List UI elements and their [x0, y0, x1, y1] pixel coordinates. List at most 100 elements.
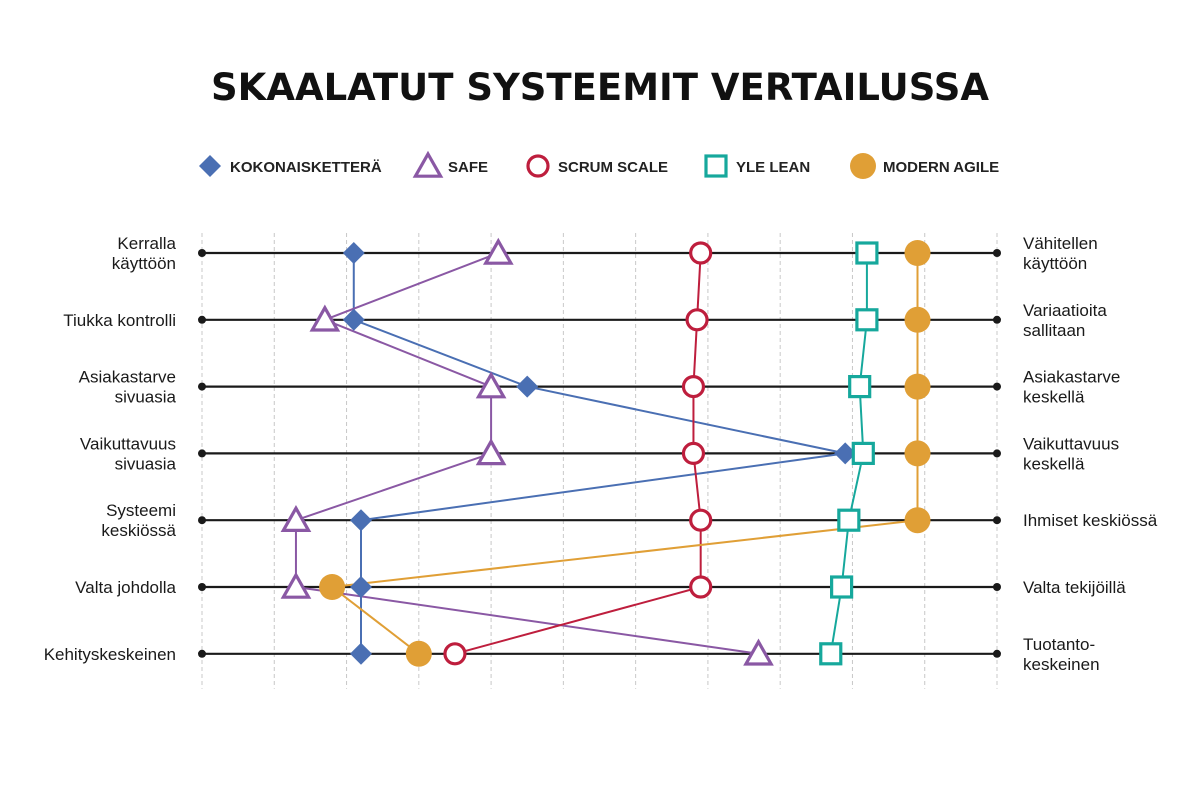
grid-layer — [201, 233, 998, 689]
row-label-right: Variaatioita sallitaan — [1023, 301, 1107, 340]
row-label-left: Kehityskeskeinen — [44, 645, 176, 664]
row-label-right: Vaikuttavuus keskellä — [1023, 434, 1119, 473]
data-point-series-2 — [743, 638, 774, 666]
legend-label-5: MODERN AGILE — [883, 159, 999, 176]
row-axis-endpoint — [198, 315, 206, 324]
legend-label-3: SCRUM SCALE — [558, 159, 668, 176]
row-axis-endpoint — [198, 516, 206, 525]
data-point-series-5 — [405, 640, 432, 667]
chart-title: SKAALATUT SYSTEEMIT VERTAILUSSA — [211, 66, 989, 109]
data-point-series-3 — [681, 375, 706, 399]
legend-marker-1 — [199, 155, 221, 177]
data-point-series-3 — [689, 575, 713, 599]
data-point-series-4 — [855, 308, 879, 332]
row-label-left-line: sivuasia — [115, 388, 177, 407]
row-axes — [198, 249, 1001, 658]
row-label-left-line: Vaikuttavuus — [80, 434, 176, 453]
data-point-series-3 — [443, 642, 467, 666]
data-point-series-4 — [848, 375, 872, 399]
legend: KOKONAISKETTERÄ SAFE SCRUM SCALE YLE LEAN MO… — [199, 150, 999, 179]
data-point-series-5 — [904, 440, 931, 467]
legend-marker-5 — [850, 153, 876, 179]
row-label-right-line: keskellä — [1023, 454, 1085, 473]
row-label-left-line: Kerralla — [117, 234, 176, 253]
data-point-series-5 — [904, 373, 931, 400]
data-point-series-1 — [342, 308, 365, 331]
legend-marker-3 — [526, 154, 550, 178]
row-label-left-line: Asiakastarve — [79, 368, 176, 387]
data-point-series-4 — [855, 241, 879, 265]
data-point-series-2 — [309, 304, 341, 332]
row-label-right-line: keskeinen — [1023, 655, 1100, 674]
data-point-series-4 — [819, 642, 843, 666]
data-point-series-3 — [681, 441, 706, 465]
row-label-right-line: Variaatioita — [1023, 301, 1107, 320]
row-axis-endpoint — [993, 315, 1001, 324]
data-point-series-1 — [350, 642, 372, 665]
data-point-series-3 — [689, 241, 713, 265]
row-label-right-line: Asiakastarve — [1023, 368, 1120, 387]
row-label-right-line: sallitaan — [1023, 321, 1085, 340]
row-label-left: Vaikuttavuus sivuasia — [80, 434, 177, 473]
row-label-right: Vähitellen käyttöön — [1023, 234, 1098, 273]
data-point-series-1 — [834, 442, 857, 465]
row-axis-endpoint — [198, 649, 206, 658]
data-point-series-5 — [904, 306, 931, 333]
row-axis-endpoint — [993, 449, 1001, 458]
row-axis-endpoint — [993, 649, 1001, 658]
row-label-right: Ihmiset keskiössä — [1023, 511, 1158, 530]
data-point-series-1 — [350, 509, 372, 532]
row-label-right: Asiakastarve keskellä — [1023, 368, 1120, 407]
row-label-right-line: käyttöön — [1023, 254, 1087, 273]
legend-label-1: KOKONAISKETTERÄ — [230, 159, 382, 176]
row-label-right-line: Vähitellen — [1023, 234, 1098, 253]
data-point-series-3 — [689, 508, 713, 532]
data-point-series-1 — [342, 242, 365, 264]
data-point-series-2 — [280, 504, 312, 533]
data-point-series-5 — [904, 240, 931, 266]
row-label-left-line: sivuasia — [115, 454, 177, 473]
row-label-left: Valta johdolla — [75, 578, 176, 597]
data-point-series-2 — [482, 237, 514, 265]
data-point-series-4 — [830, 575, 854, 599]
legend-marker-4 — [704, 154, 728, 178]
row-label-right-line: Valta tekijöillä — [1023, 578, 1126, 597]
row-label-right-line: Vaikuttavuus — [1023, 434, 1119, 453]
row-axis-endpoint — [993, 583, 1001, 591]
data-point-series-2 — [475, 438, 507, 466]
series-markers — [280, 237, 931, 667]
legend-label-4: YLE LEAN — [736, 159, 810, 176]
row-axis-endpoint — [993, 516, 1001, 525]
data-point-series-2 — [280, 571, 312, 599]
row-label-right-line: Ihmiset keskiössä — [1023, 511, 1158, 530]
legend-marker-2 — [412, 150, 444, 178]
row-label-left-line: käyttöön — [112, 254, 176, 273]
row-label-left-line: Systeemi — [106, 501, 176, 520]
data-point-series-5 — [904, 507, 931, 534]
data-point-series-3 — [685, 308, 709, 332]
row-label-left-line: Tiukka kontrolli — [63, 311, 176, 330]
row-axis-endpoint — [198, 382, 206, 391]
row-label-left: Asiakastarve sivuasia — [79, 368, 177, 407]
row-label-left-line: Valta johdolla — [75, 578, 176, 597]
data-point-series-1 — [350, 576, 372, 598]
row-axis-endpoint — [198, 449, 206, 458]
data-point-series-4 — [837, 508, 861, 532]
row-axis-endpoint — [198, 249, 206, 257]
row-label-right: Tuotanto-keskeinen — [1023, 635, 1100, 674]
row-label-left: Systeemi keskiössä — [101, 501, 176, 540]
data-point-series-2 — [475, 371, 507, 399]
row-label-left-line: Kehityskeskeinen — [44, 645, 176, 664]
row-label-right-line: Tuotanto- — [1023, 635, 1095, 654]
row-label-right-line: keskellä — [1023, 388, 1085, 407]
data-point-series-4 — [851, 441, 875, 465]
row-axis-endpoint — [993, 382, 1001, 391]
row-label-right: Valta tekijöillä — [1023, 578, 1126, 597]
row-label-left-line: keskiössä — [101, 521, 176, 540]
row-axis-endpoint — [198, 583, 206, 591]
row-axis-endpoint — [993, 249, 1001, 257]
legend-label-2: SAFE — [448, 159, 488, 176]
row-label-left: Tiukka kontrolli — [63, 311, 176, 330]
